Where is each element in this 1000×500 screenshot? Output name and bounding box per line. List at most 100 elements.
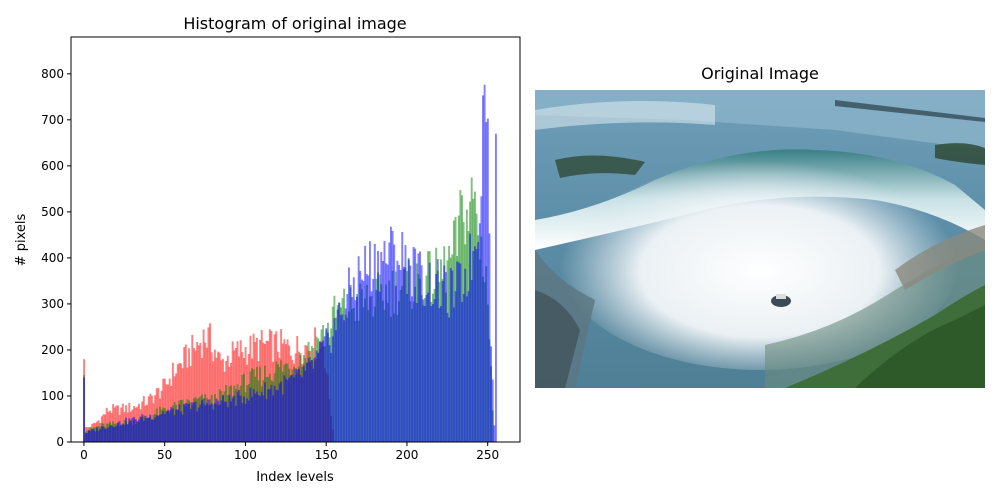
blue-bar <box>201 400 203 442</box>
blue-bar <box>483 84 486 442</box>
blue-bar <box>485 122 488 443</box>
blue-bar <box>420 265 423 442</box>
blue-bar <box>144 415 147 442</box>
blue-bar <box>272 395 274 442</box>
blue-bar <box>486 118 489 442</box>
blue-bar <box>317 352 320 442</box>
blue-bar <box>139 416 142 442</box>
blue-bar <box>307 357 310 442</box>
blue-bar <box>202 398 205 442</box>
blue-bar <box>273 385 276 442</box>
red-bar <box>212 361 215 442</box>
blue-bar <box>142 420 145 442</box>
red-bar <box>199 342 202 442</box>
x-tick-label: 200 <box>395 448 418 462</box>
blue-bar <box>362 280 365 442</box>
blue-bar <box>452 307 455 442</box>
blue-bar <box>414 248 417 442</box>
blue-bar <box>448 317 451 442</box>
blue-bar <box>299 374 302 442</box>
blue-bar <box>464 268 467 442</box>
blue-bar <box>461 302 463 442</box>
blue-bar <box>254 393 257 442</box>
blue-bar <box>138 419 140 442</box>
blue-bar <box>354 300 357 442</box>
blue-bar <box>480 196 483 442</box>
blue-bar <box>438 308 441 442</box>
blue-bar <box>443 265 446 442</box>
blue-channel-bars <box>83 84 497 443</box>
blue-bar <box>288 377 291 442</box>
blue-bar <box>359 270 362 442</box>
blue-bar <box>346 294 349 442</box>
blue-bar <box>305 362 308 442</box>
blue-bar <box>188 403 191 442</box>
blue-bar <box>351 297 354 442</box>
blue-bar <box>217 400 220 442</box>
blue-bar <box>304 370 307 442</box>
red-bar <box>194 350 197 442</box>
x-tick-label: 0 <box>80 448 88 462</box>
red-bar <box>150 395 153 442</box>
x-tick-label: 250 <box>476 448 499 462</box>
blue-bar <box>352 277 355 442</box>
blue-bar <box>133 416 136 442</box>
red-bar <box>157 388 160 442</box>
blue-bar <box>129 421 132 442</box>
blue-bar <box>462 293 465 442</box>
blue-bar <box>380 251 383 442</box>
blue-bar <box>323 336 326 442</box>
blue-bar <box>326 332 329 442</box>
red-bar <box>176 364 179 442</box>
blue-bar <box>478 223 481 442</box>
blue-bar <box>325 328 328 442</box>
blue-bar <box>189 409 192 442</box>
blue-bar <box>120 424 123 442</box>
blue-bar <box>226 407 229 442</box>
blue-bar <box>280 381 283 442</box>
blue-bar <box>456 261 459 442</box>
blue-bar <box>370 291 373 442</box>
blue-bar <box>283 375 286 442</box>
blue-bar <box>121 424 124 442</box>
blue-bar <box>293 377 295 442</box>
blue-bar <box>97 430 100 442</box>
blue-bar <box>482 95 484 442</box>
red-bar <box>205 347 208 442</box>
blue-bar <box>91 429 94 442</box>
blue-bar <box>296 369 299 442</box>
blue-bar <box>83 377 86 442</box>
blue-bar <box>186 403 189 442</box>
blue-bar <box>422 299 425 442</box>
blue-bar <box>128 418 131 442</box>
blue-bar <box>220 400 223 442</box>
blue-bar <box>222 395 224 442</box>
blue-bar <box>389 226 392 442</box>
blue-bar <box>100 426 103 442</box>
blue-bar <box>125 417 128 442</box>
blue-bar <box>310 360 313 442</box>
blue-bar <box>199 404 202 442</box>
blue-bar <box>117 422 119 442</box>
red-bar <box>183 347 186 442</box>
blue-bar <box>356 296 358 442</box>
blue-bar <box>419 251 421 442</box>
red-bar <box>217 351 220 442</box>
blue-bar <box>381 260 384 442</box>
blue-bar <box>433 299 436 442</box>
red-bar <box>191 334 194 442</box>
blue-bar <box>123 424 126 442</box>
blue-bar <box>315 350 318 442</box>
blue-bar <box>473 246 476 442</box>
blue-bar <box>383 240 386 442</box>
blue-bar <box>131 417 134 442</box>
blue-bar <box>378 291 381 442</box>
blue-bar <box>436 259 439 442</box>
blue-bar <box>89 430 92 442</box>
blue-bar <box>344 308 347 442</box>
blue-bar <box>157 415 160 442</box>
blue-bar <box>368 241 371 442</box>
y-axis-label: # pixels <box>14 213 29 266</box>
blue-bar <box>141 414 144 442</box>
red-bar <box>184 344 187 442</box>
